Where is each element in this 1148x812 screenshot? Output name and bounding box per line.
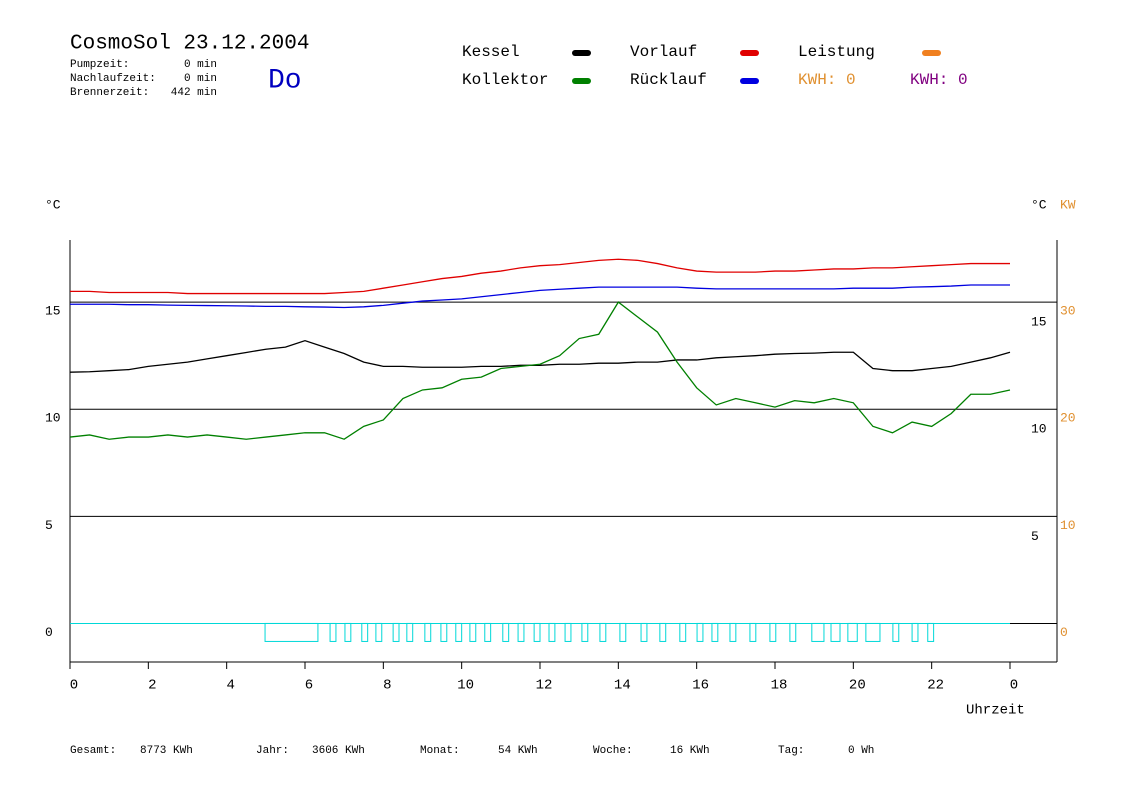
kwh-label: KWH: 0 (798, 71, 856, 89)
y3-tick-label: 20 (1060, 411, 1076, 426)
y3-axis-label: KW (1060, 197, 1076, 212)
pump-pulse (789, 622, 797, 642)
pump-pulse (484, 622, 492, 642)
total-label: Woche: (593, 745, 633, 757)
series-line (70, 258, 1010, 295)
pump-pulse (847, 622, 858, 642)
pump-pulse (440, 622, 448, 642)
y-axis-label: °C (45, 197, 61, 212)
pump-pulse (375, 622, 383, 642)
y-tick-label: 5 (45, 518, 53, 533)
x-tick-label: 6 (305, 678, 313, 694)
x-tick-label: 2 (148, 678, 156, 694)
x-tick-label: 8 (383, 678, 391, 694)
legend-label: Rücklauf (630, 71, 707, 89)
pump-pulse (640, 622, 648, 642)
series-line (70, 284, 1010, 309)
y3-tick-label: 10 (1060, 518, 1076, 533)
y-tick-label: 0 (45, 625, 53, 640)
x-axis-label: Uhrzeit (966, 703, 1025, 719)
stat-value: 0 min (184, 59, 217, 71)
stat-label: Brennerzeit: (70, 87, 149, 99)
pump-pulse (361, 622, 369, 642)
y2-tick-label: 5 (1031, 529, 1039, 544)
total-label: Jahr: (256, 745, 289, 757)
stat-value: 0 min (184, 73, 217, 85)
pump-pulse (548, 622, 556, 642)
pump-pulse (533, 622, 541, 642)
legend-label: Leistung (798, 43, 875, 61)
pump-pulse (564, 622, 572, 642)
x-tick-label: 22 (927, 678, 944, 694)
pump-pulse (392, 622, 400, 642)
x-tick-label: 20 (849, 678, 866, 694)
y2-tick-label: 15 (1031, 315, 1047, 330)
legend-label: Kessel (462, 43, 520, 61)
x-tick-label: 0 (70, 678, 78, 694)
chart-title: CosmoSol 23.12.2004 (70, 33, 309, 56)
series-line (69, 339, 1011, 373)
pump-pulse (892, 622, 900, 642)
pump-pulse (469, 622, 477, 642)
x-tick-label: 14 (614, 678, 631, 694)
pump-pulse (679, 622, 687, 642)
y2-tick-label: 10 (1031, 422, 1047, 437)
pump-pulse (264, 622, 319, 642)
pump-pulse (581, 622, 589, 642)
pump-pulse (329, 622, 337, 642)
day-label: Do (268, 65, 302, 96)
pump-pulse (729, 622, 737, 642)
pump-pulse (344, 622, 352, 642)
pump-pulse (502, 622, 510, 642)
pump-pulse (865, 622, 881, 642)
x-tick-label: 16 (692, 678, 709, 694)
pump-pulse (455, 622, 463, 642)
total-value: 3606 KWh (312, 745, 365, 757)
pump-pulse (749, 622, 757, 642)
pump-pulse (927, 622, 935, 642)
legend-label: Kollektor (462, 71, 548, 89)
total-value: 54 KWh (498, 745, 538, 757)
total-value: 0 Wh (848, 745, 874, 757)
x-tick-label: 18 (771, 678, 788, 694)
x-tick-label: 10 (457, 678, 474, 694)
pump-pulse (517, 622, 525, 642)
stat-label: Pumpzeit: (70, 59, 129, 71)
total-value: 16 KWh (670, 745, 710, 757)
x-tick-label: 4 (226, 678, 234, 694)
y2-axis-label: °C (1031, 197, 1047, 212)
x-tick-label: 12 (536, 678, 553, 694)
total-label: Monat: (420, 745, 460, 757)
total-label: Gesamt: (70, 745, 116, 757)
pump-pulse (619, 622, 627, 642)
legend-label: Vorlauf (630, 43, 697, 61)
y3-tick-label: 0 (1060, 625, 1068, 640)
pump-pulse (696, 622, 704, 642)
series-line (69, 301, 1011, 440)
y-tick-label: 10 (45, 411, 61, 426)
y-tick-label: 15 (45, 304, 61, 319)
pump-pulse (599, 622, 607, 642)
stat-label: Nachlaufzeit: (70, 73, 156, 85)
total-value: 8773 KWh (140, 745, 193, 757)
total-label: Tag: (778, 745, 804, 757)
stat-value: 442 min (171, 87, 217, 99)
x-tick-label: 0 (1010, 678, 1018, 694)
kwh-label: KWH: 0 (910, 71, 968, 89)
pump-pulse (711, 622, 719, 642)
pump-pulse (406, 622, 414, 642)
pump-pulse (811, 622, 825, 642)
pump-pulse (911, 622, 919, 642)
y3-tick-label: 30 (1060, 304, 1076, 319)
pump-pulse (424, 622, 432, 642)
pump-pulse (659, 622, 667, 642)
pump-pulse (830, 622, 841, 642)
pump-pulse (769, 622, 777, 642)
